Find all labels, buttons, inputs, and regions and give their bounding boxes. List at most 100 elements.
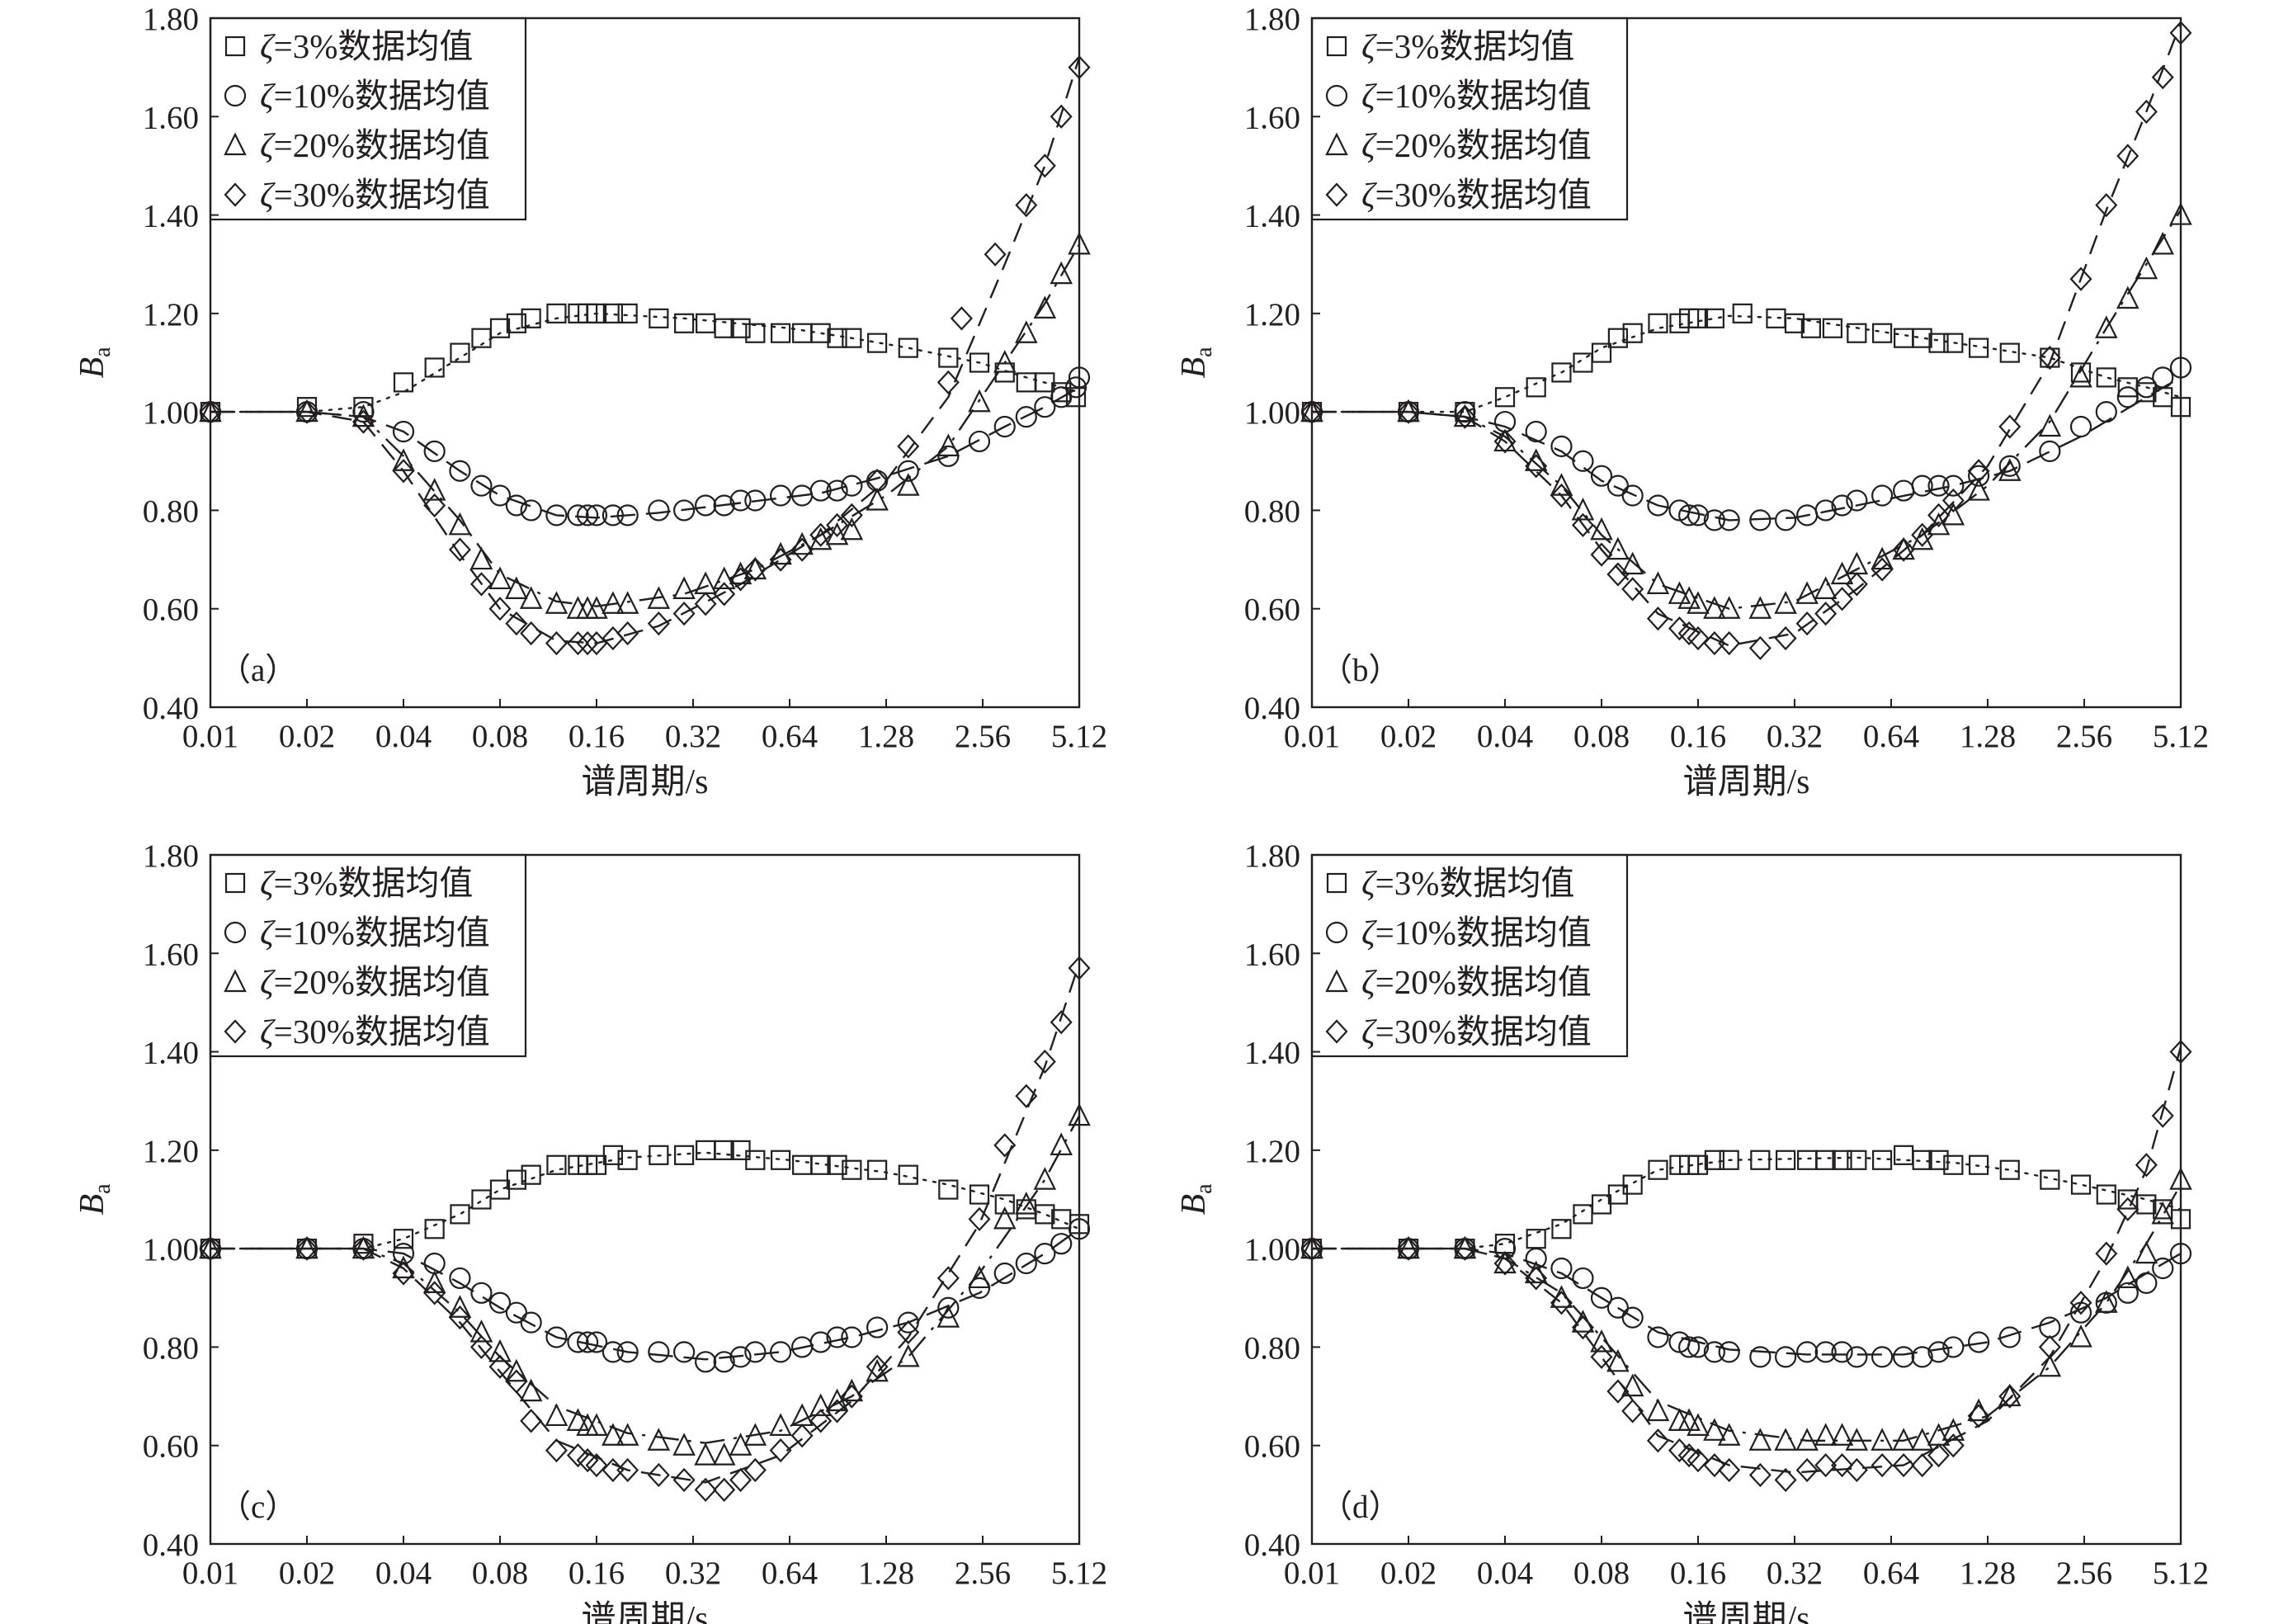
panel-a-point-triangle (696, 574, 715, 593)
panel-a-y-tick-label: 1.40 (143, 199, 199, 234)
panel-b-x-tick-label: 1.28 (1960, 719, 2016, 754)
panel-a-point-square (426, 358, 444, 376)
panel-c-point-triangle (471, 1322, 491, 1342)
panel-d-point-diamond (2000, 1386, 2020, 1407)
panel-c-point-circle (471, 1283, 491, 1303)
panel-d-fit-line-diamond (1312, 1047, 2181, 1473)
panel-c-point-triangle (546, 1405, 566, 1425)
legend-entry-text: =10%数据均值 (274, 914, 490, 951)
panel-c-point-square (1052, 1210, 1070, 1228)
panel-a-y-tick-label: 0.60 (143, 592, 199, 628)
panel-c-x-tick-label: 0.02 (279, 1556, 335, 1591)
panel-b-point-circle (1894, 481, 1913, 501)
panel-b-point-square (1913, 329, 1932, 347)
panel-b-point-triangle (1623, 554, 1643, 574)
panel-b-point-square (1734, 304, 1752, 323)
legend-entry-text: =10%数据均值 (274, 77, 490, 115)
panel-c: ζ=3%数据均值ζ=10%数据均值ζ=20%数据均值ζ=30%数据均值 0.01… (73, 838, 1107, 1624)
panel-b-x-axis-title: 谱周期/s (1682, 763, 1809, 801)
panel-c-point-square (491, 1181, 509, 1199)
panel-c-point-diamond (471, 1336, 491, 1357)
panel-b-fit-line-circle (1312, 377, 2181, 520)
panel-c-y-tick-label: 1.00 (143, 1232, 199, 1268)
panel-a-point-triangle (1017, 323, 1036, 342)
panel-c-legend-entry: ζ=10%数据均值 (260, 914, 490, 951)
panel-a-x-tick-label: 0.32 (665, 719, 721, 754)
panel-c-point-square (793, 1156, 811, 1174)
panel-a-legend-entry: ζ=3%数据均值 (260, 27, 473, 65)
panel-c-point-triangle (649, 1430, 668, 1450)
legend-entry-text: =30%数据均值 (1375, 176, 1592, 214)
panel-c-point-diamond (811, 1410, 831, 1432)
panel-b-point-diamond (1623, 578, 1643, 600)
panel-d-fit-line-triangle (1312, 1185, 2181, 1441)
panel-b-point-triangle (1797, 583, 1817, 603)
panel-d-point-circle (1648, 1328, 1668, 1348)
panel-b-point-square (1527, 378, 1545, 396)
panel-c-y-tick-label: 0.40 (143, 1527, 199, 1563)
panel-a-point-square (1017, 373, 1036, 391)
panel-c-point-triangle (696, 1445, 715, 1465)
panel-d-point-triangle (1688, 1415, 1708, 1435)
panel-d-y-axis-title-sub: a (1191, 1183, 1217, 1194)
panel-d-label: （d） (1320, 1489, 1401, 1525)
panel-d-x-tick-label: 2.56 (2056, 1556, 2112, 1591)
panel-a-y-tick-label: 1.60 (143, 100, 199, 135)
panel-c-x-tick-label: 1.28 (858, 1556, 914, 1591)
panel-b-point-square (2097, 368, 2116, 386)
panel-b-point-diamond (1679, 623, 1699, 644)
panel-d-x-tick-label: 1.28 (1960, 1556, 2016, 1591)
panel-b-y-tick-label: 1.60 (1244, 100, 1300, 135)
panel-b-point-circle (1573, 451, 1592, 471)
panel-c-point-circle (696, 1352, 715, 1371)
panel-b-point-diamond (1776, 628, 1795, 649)
legend-entry-text: =10%数据均值 (1375, 77, 1592, 115)
panel-a-point-triangle (568, 598, 587, 618)
panel-d-point-triangle (1833, 1425, 1852, 1445)
legend-entry-text: =20%数据均值 (1375, 963, 1592, 1001)
panel-c-point-square (996, 1195, 1014, 1213)
panel-c-legend-entry: ζ=3%数据均值 (260, 864, 473, 902)
panel-b-point-triangle (1648, 574, 1668, 593)
panel-c-x-tick-label: 0.64 (762, 1556, 818, 1591)
panel-a-legend-entry: ζ=30%数据均值 (260, 176, 490, 214)
panel-a-x-tick-label: 0.08 (472, 719, 528, 754)
panel-c-point-square (472, 1191, 490, 1209)
panel-c-fit-line-square (210, 1153, 1079, 1249)
panel-a-x-tick-label: 5.12 (1051, 719, 1107, 754)
panel-c-point-circle (450, 1268, 469, 1288)
panel-d-y-tick-label: 0.40 (1244, 1527, 1300, 1563)
panel-a-fit-line-triangle (210, 244, 1079, 606)
panel-b-x-tick-label: 5.12 (2153, 719, 2209, 754)
panel-c-y-tick-label: 1.60 (143, 937, 199, 972)
panel-c-y-axis-title-main: B (73, 1194, 111, 1216)
panel-d-point-square (1592, 1195, 1611, 1213)
panel-c-point-square (1017, 1200, 1036, 1218)
panel-d-x-tick-label: 0.32 (1767, 1556, 1823, 1591)
panel-b-y-axis-title-sub: a (1191, 347, 1217, 357)
panel-b-point-square (1706, 309, 1724, 328)
panel-c-y-tick-label: 1.40 (143, 1036, 199, 1071)
panel-d-point-diamond (1797, 1460, 1817, 1481)
panel-c-point-circle (1017, 1253, 1036, 1273)
panel-a-y-axis-title-main: B (73, 357, 111, 379)
panel-d-point-circle (1573, 1268, 1592, 1288)
panel-b-x-tick-label: 0.16 (1670, 719, 1726, 754)
panel-c-point-circle (521, 1313, 541, 1333)
panel-a-point-triangle (674, 578, 694, 598)
panel-b-point-diamond (1592, 544, 1611, 565)
panel-d-x-axis-title: 谱周期/s (1682, 1600, 1809, 1624)
panel-b-x-tick-label: 0.04 (1477, 719, 1533, 754)
panel-c-y-axis-title: Ba (73, 1183, 116, 1216)
panel-d-point-circle (1894, 1347, 1913, 1367)
panel-c-point-square (696, 1141, 715, 1159)
panel-a-point-diamond (546, 632, 566, 654)
panel-a-x-axis-title: 谱周期/s (581, 763, 708, 801)
panel-a-y-tick-label: 0.80 (143, 493, 199, 529)
panel-a-point-diamond (985, 243, 1005, 265)
panel-a-y-tick-label: 1.20 (143, 297, 199, 333)
panel-a-point-triangle (745, 559, 765, 578)
panel-d-x-tick-label: 0.16 (1670, 1556, 1726, 1591)
panel-d-y-tick-label: 0.60 (1244, 1429, 1300, 1465)
panel-c-x-tick-label: 0.08 (472, 1556, 528, 1591)
